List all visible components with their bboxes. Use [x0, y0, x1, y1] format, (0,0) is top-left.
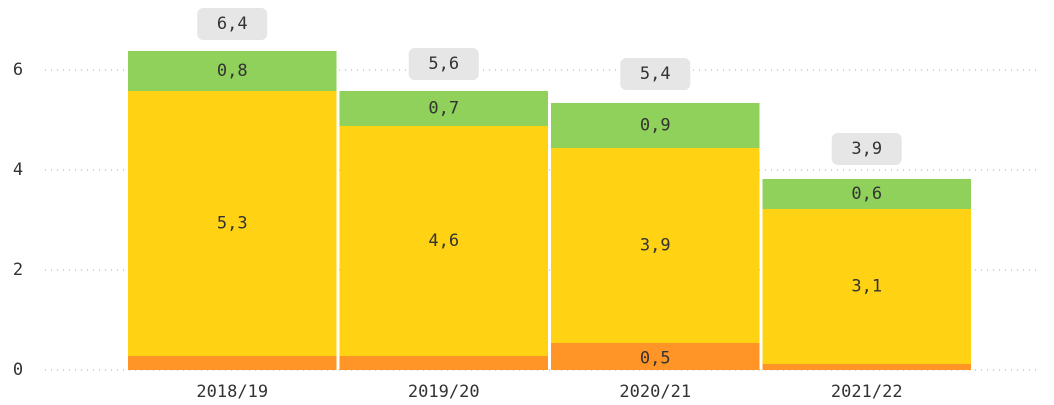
x-tick-label: 2018/19 — [196, 382, 268, 402]
segment-label: 0,7 — [428, 99, 459, 119]
bar-segment — [339, 91, 548, 126]
total-label: 5,6 — [428, 54, 459, 74]
bar-segment — [551, 148, 760, 343]
total-label-box — [620, 58, 691, 90]
bar-segment — [339, 126, 548, 356]
bar-segment — [762, 364, 971, 370]
y-tick-label: 2 — [13, 260, 23, 280]
bar-segment — [762, 209, 971, 364]
total-label: 3,9 — [851, 139, 882, 159]
bar-segment — [128, 91, 337, 356]
total-label-box — [831, 133, 902, 165]
y-tick-label: 6 — [13, 60, 23, 80]
segment-label: 3,1 — [851, 277, 882, 297]
bar-segment — [339, 356, 548, 370]
bar-segment — [762, 179, 971, 209]
segment-label: 0,8 — [217, 61, 248, 81]
segment-label: 3,9 — [640, 236, 671, 256]
y-tick-label: 0 — [13, 360, 23, 380]
bar-segment — [551, 103, 760, 148]
segment-label: 5,3 — [217, 214, 248, 234]
segment-label: 4,6 — [428, 231, 459, 251]
x-tick-label: 2021/22 — [831, 382, 903, 402]
total-label-box — [197, 8, 268, 40]
bar-segment — [128, 51, 337, 91]
segment-label: 0,6 — [851, 184, 882, 204]
bar-segment — [128, 356, 337, 370]
total-label-box — [408, 48, 479, 80]
x-tick-label: 2020/21 — [619, 382, 691, 402]
total-label: 6,4 — [217, 14, 248, 34]
total-label: 5,4 — [640, 64, 671, 84]
segment-label: 0,5 — [640, 349, 671, 369]
y-tick-label: 4 — [13, 160, 23, 180]
x-tick-label: 2019/20 — [408, 382, 480, 402]
segment-label: 0,9 — [640, 116, 671, 136]
bar-segment — [551, 343, 760, 370]
